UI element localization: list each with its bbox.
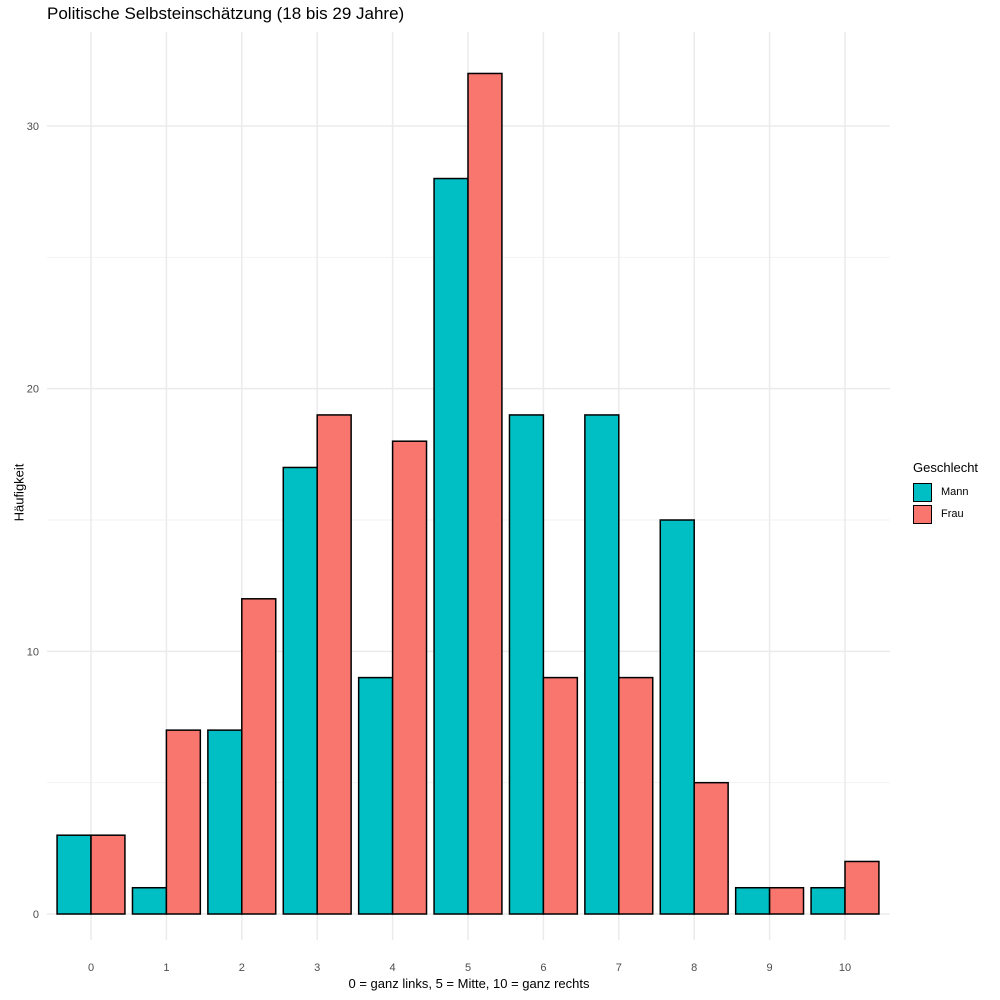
x-tick-label: 0 [88,962,94,974]
x-tick-label: 6 [540,962,546,974]
y-axis-label: Häufigkeit [11,463,27,522]
x-tick-label: 2 [239,962,245,974]
bar-frau-10 [844,860,880,915]
bar-mann-6 [508,414,545,915]
legend-label-frau: Frau [941,508,964,520]
bar-mann-7 [584,414,620,915]
chart-title: Politische Selbsteinschätzung (18 bis 29… [47,4,405,23]
bar-mann-4 [357,676,394,915]
bar-mann-10 [810,886,846,915]
x-tick-label: 5 [465,962,471,974]
x-tick-label: 8 [691,962,697,974]
bar-mann-9 [734,886,771,915]
bar-mann-2 [207,729,243,915]
y-tick-label: 0 [33,909,39,921]
bar-frau-2 [241,598,277,915]
x-tick-label: 9 [767,962,773,974]
legend-key-frau [913,504,932,524]
x-axis-label: 0 = ganz links, 5 = Mitte, 10 = ganz rec… [348,976,590,991]
x-tick-label: 7 [616,962,622,974]
legend-label-mann: Mann [941,486,969,498]
bar-frau-1 [165,729,202,915]
bar-frau-6 [542,676,579,915]
y-tick-label: 20 [27,384,39,396]
bar-frau-9 [768,886,805,915]
bar-mann-0 [56,834,92,915]
x-tick-label: 4 [390,962,396,974]
bar-mann-8 [659,519,695,915]
bar-frau-4 [391,440,428,915]
x-tick-label: 10 [839,962,851,974]
legend: Geschlecht Mann Frau [913,460,978,525]
bar-mann-1 [131,886,168,915]
bar-frau-8 [693,781,729,915]
x-tick-label: 3 [314,962,320,974]
bar-mann-5 [433,177,469,915]
y-tick-label: 10 [27,646,39,658]
legend-item-frau: Frau [913,503,978,525]
bar-frau-0 [90,834,126,915]
legend-item-mann: Mann [913,481,978,503]
bar-frau-3 [316,414,352,915]
legend-title: Geschlecht [913,460,979,475]
bar-frau-7 [618,676,654,915]
legend-key-mann [913,482,932,502]
x-tick-label: 1 [163,962,169,974]
bar-mann-3 [282,466,318,915]
y-tick-label: 30 [27,121,39,133]
bar-frau-5 [467,72,503,915]
